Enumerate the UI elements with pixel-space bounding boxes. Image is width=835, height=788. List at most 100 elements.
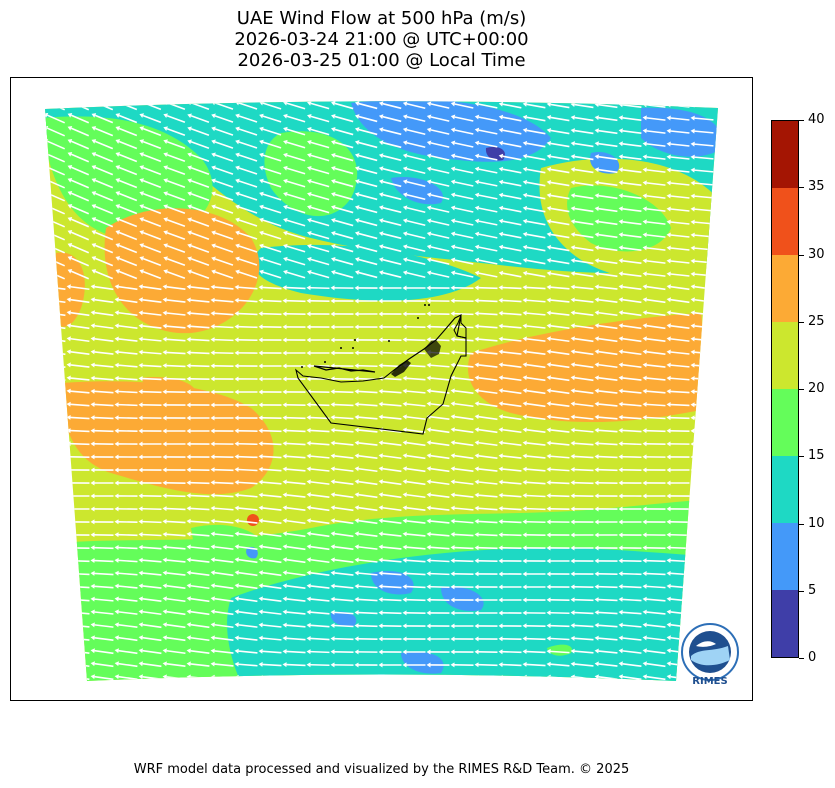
wind-arrow-head xyxy=(354,557,359,563)
wind-arrow xyxy=(478,402,498,408)
wind-arrow xyxy=(406,351,426,355)
wind-arrow-head xyxy=(522,140,528,146)
wind-arrow xyxy=(574,194,594,200)
wind-arrow-head xyxy=(91,178,97,183)
wind-arrow-head xyxy=(618,427,623,433)
wind-arrow-head xyxy=(282,479,287,485)
wind-arrow-head xyxy=(258,544,263,550)
wind-arrow-head xyxy=(330,570,335,576)
wind-arrow xyxy=(502,116,522,122)
wind-arrow-head xyxy=(450,244,456,250)
wind-arrow-head xyxy=(618,284,623,290)
wind-arrow-head xyxy=(114,323,119,329)
wind-arrow-head xyxy=(546,545,551,551)
wind-arrow-head xyxy=(450,192,456,198)
wind-arrow xyxy=(502,103,522,109)
colorbar-tick xyxy=(799,590,804,592)
wind-arrow-head xyxy=(306,596,311,602)
wind-arrow-head xyxy=(378,544,383,550)
wind-arrow xyxy=(190,115,210,123)
wind-arrow-head xyxy=(162,389,167,395)
wind-arrow-head xyxy=(546,506,551,512)
wind-arrow xyxy=(502,376,522,382)
wind-arrow-head xyxy=(162,609,167,615)
wind-arrow xyxy=(118,649,138,655)
wind-arrow-head xyxy=(234,583,239,589)
wind-arrow xyxy=(142,127,162,137)
wind-arrow-head xyxy=(114,441,119,447)
wind-arrow-head xyxy=(210,661,215,667)
wind-arrow-head xyxy=(378,505,383,511)
wind-arrow-head xyxy=(354,218,360,223)
wind-arrow xyxy=(526,455,546,459)
wind-arrow xyxy=(310,493,330,499)
wind-arrow xyxy=(550,129,570,135)
wind-arrow xyxy=(574,168,594,174)
wind-arrow-head xyxy=(90,428,95,434)
wind-arrow-head xyxy=(210,596,215,602)
wind-arrow xyxy=(46,598,66,602)
wind-arrow xyxy=(622,285,642,291)
wind-arrow xyxy=(478,676,498,680)
wind-arrow-head xyxy=(498,349,503,355)
wind-arrow-head xyxy=(186,570,191,576)
wind-arrow-head xyxy=(570,610,575,616)
wind-arrow xyxy=(262,520,282,524)
wind-arrow xyxy=(358,219,378,227)
wind-arrow-head xyxy=(307,113,312,119)
wind-arrow xyxy=(118,351,138,355)
wind-arrow xyxy=(550,676,570,680)
wind-arrow xyxy=(70,351,90,355)
wind-arrow-head xyxy=(426,401,431,407)
wind-arrow-head xyxy=(354,270,360,275)
wind-arrow xyxy=(94,244,114,254)
wind-arrow-head xyxy=(306,402,311,408)
wind-arrow-head xyxy=(450,414,455,420)
wind-arrow xyxy=(478,286,498,290)
wind-arrow xyxy=(526,676,546,680)
wind-arrow-head xyxy=(426,597,431,603)
wind-arrow-head xyxy=(498,310,503,316)
wind-arrow-head xyxy=(283,243,288,249)
wind-arrow xyxy=(502,402,522,408)
wind-arrow xyxy=(118,257,138,267)
wind-arrow xyxy=(286,193,306,201)
wind-arrow xyxy=(190,559,210,563)
wind-arrow xyxy=(94,257,114,267)
wind-arrow-head xyxy=(642,674,647,680)
wind-arrow xyxy=(406,403,426,407)
wind-arrow-head xyxy=(283,113,288,119)
wind-arrow-head xyxy=(378,140,384,146)
wind-arrow xyxy=(334,219,354,227)
wind-arrow xyxy=(190,258,210,266)
wind-arrow-head xyxy=(498,610,503,616)
wind-arrow xyxy=(406,585,426,589)
wind-arrow-head xyxy=(450,270,456,276)
wind-arrow xyxy=(598,377,618,381)
wind-arrow xyxy=(238,597,258,603)
wind-arrow-head xyxy=(210,350,215,356)
wind-arrow-head xyxy=(45,112,49,118)
wind-arrow xyxy=(142,218,162,228)
wind-arrow xyxy=(382,180,402,188)
wind-arrow xyxy=(262,637,282,641)
wind-arrow xyxy=(94,270,114,280)
wind-arrow xyxy=(262,299,282,303)
wind-arrow-head xyxy=(546,401,551,407)
wind-arrow xyxy=(118,270,138,280)
wind-arrow-head xyxy=(378,388,383,394)
wind-arrow xyxy=(502,272,522,278)
wind-arrow-head xyxy=(210,622,215,628)
wind-arrow-head xyxy=(90,441,95,447)
wind-arrow-head xyxy=(45,584,47,590)
wind-arrow-head xyxy=(187,256,192,262)
wind-arrow-head xyxy=(234,467,239,473)
wind-arrow xyxy=(142,364,162,368)
wind-arrow xyxy=(598,637,618,641)
wind-arrow-head xyxy=(426,505,431,511)
wind-arrow-head xyxy=(210,480,215,486)
wind-arrow-head xyxy=(45,216,49,222)
wind-arrow-head xyxy=(162,336,167,342)
wind-arrow-head xyxy=(426,662,431,668)
wind-arrow-head xyxy=(642,401,647,407)
